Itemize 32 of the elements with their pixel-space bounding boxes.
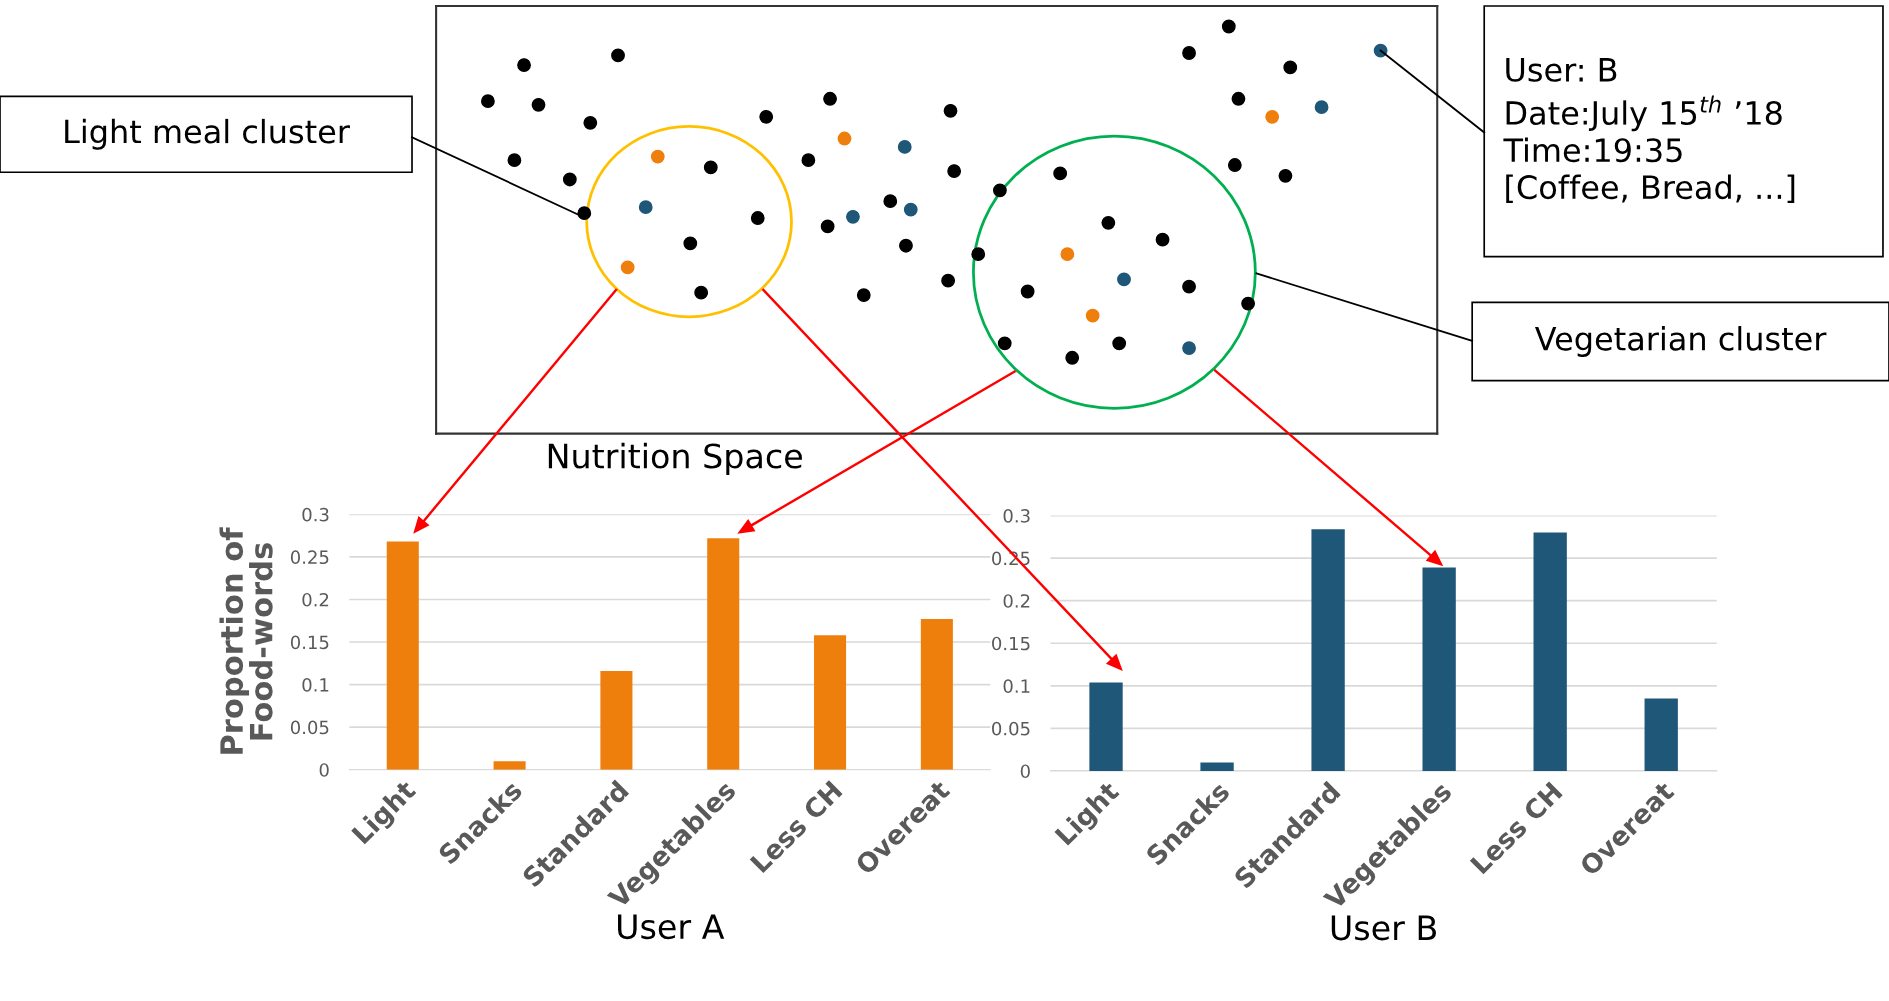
text: User: B Date:July 15$^{th}$ ’18 Time:19:35 [Coffee, Bread, ...] (1503, 58, 1795, 204)
bar (386, 541, 419, 770)
bar (814, 635, 847, 770)
bar (920, 619, 953, 770)
bar (1200, 762, 1234, 771)
y-tick-label: 0 (319, 763, 329, 777)
x-axis-title: User A (618, 914, 725, 940)
bar (707, 538, 740, 770)
x-axis-title: User B (1331, 915, 1436, 941)
text: Light meal cluster (65, 118, 350, 150)
y-tick-label: 0.05 (290, 720, 329, 735)
y-tick-label: 0.3 (302, 507, 329, 522)
y-tick-label: 0 (1020, 764, 1030, 779)
text: Vegetarian cluster (1534, 326, 1827, 357)
bar (1533, 532, 1567, 771)
bar (600, 670, 633, 770)
bar (1311, 529, 1345, 771)
y-tick-label: 0.15 (992, 636, 1030, 651)
y-tick-label: 0.25 (290, 550, 329, 565)
y-tick-label: 0.3 (1003, 509, 1030, 523)
bar (1644, 698, 1678, 771)
y-tick-label: 0.05 (992, 721, 1030, 736)
y-tick-label: 0.1 (302, 678, 329, 692)
y-tick-label: 0.2 (302, 592, 329, 607)
bar (493, 761, 526, 770)
y-tick-label: 0.2 (1003, 594, 1030, 608)
bar (1089, 682, 1123, 771)
text: Nutrition Space (548, 442, 802, 476)
y-axis-title: Proportion of Food-words (219, 527, 273, 754)
y-tick-label: 0.1 (1003, 679, 1030, 693)
y-tick-label: 0.15 (290, 635, 329, 650)
bar (1422, 567, 1456, 771)
